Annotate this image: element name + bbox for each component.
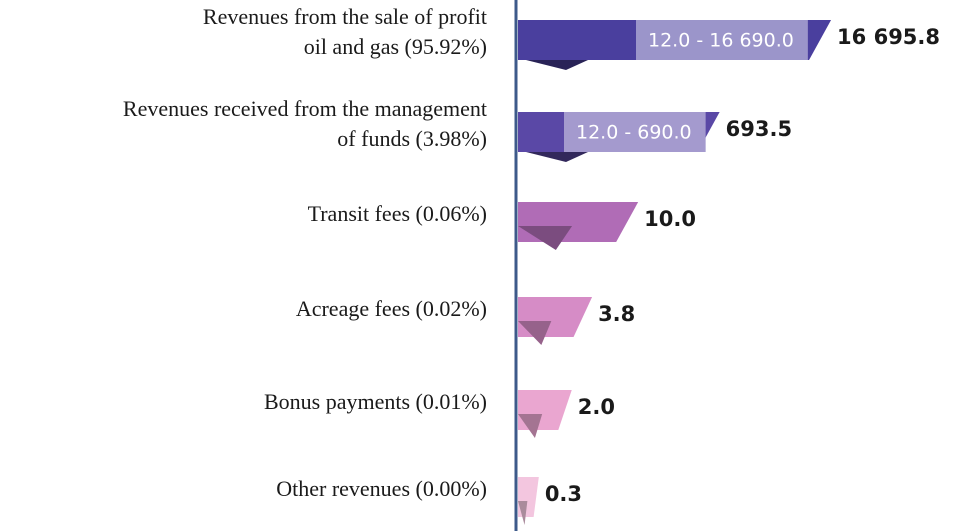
bar-shadow [526,152,588,162]
category-label: Bonus payments (0.01%) [264,389,487,414]
category-label: Acreage fees (0.02%) [296,296,487,321]
axis-break [636,20,808,60]
category-label: Transit fees (0.06%) [308,201,487,226]
value-label: 10.0 [644,207,696,231]
axis-break [564,112,706,152]
bar-shadow [518,226,573,250]
break-label: 12.0 - 690.0 [576,122,692,144]
bar-shadow [526,60,588,70]
bar-group: 12.0 - 16 690.0 [518,20,832,70]
category-label: Revenues from the sale of profit [203,4,487,29]
bar-group [518,202,639,250]
value-label: 2.0 [578,395,615,419]
bar-shadow [518,321,552,345]
category-label: of funds (3.98%) [337,126,487,151]
category-label: Other revenues (0.00%) [276,476,487,501]
category-label: oil and gas (95.92%) [304,34,487,59]
bar-shadow [518,414,543,438]
bar-shadow [518,501,528,525]
category-label: Revenues received from the management [123,96,487,121]
bar-group [518,390,572,438]
bar-group [518,297,593,345]
value-label: 0.3 [545,482,582,506]
value-label: 693.5 [726,117,792,141]
value-label: 3.8 [598,302,635,326]
bar-group [518,477,539,525]
bar-group: 12.0 - 690.0 [518,112,720,162]
value-label: 16 695.8 [837,25,940,49]
break-label: 12.0 - 16 690.0 [648,30,794,52]
